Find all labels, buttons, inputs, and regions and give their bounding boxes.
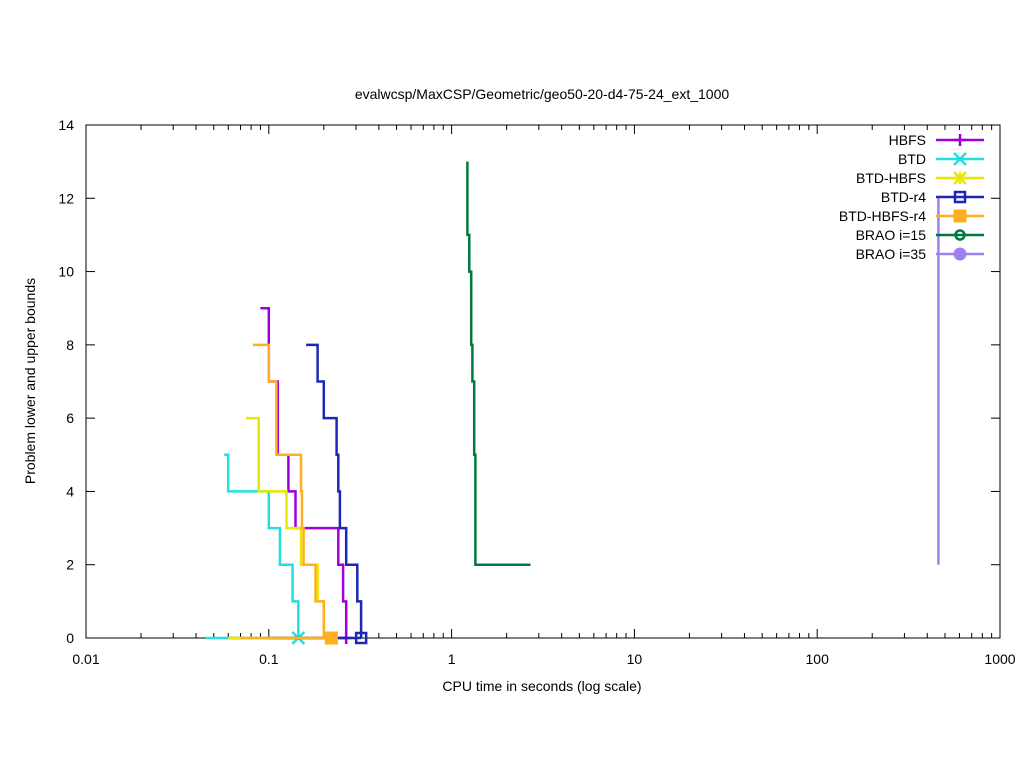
series-upper-btd <box>224 453 300 638</box>
x-tick-label: 100 <box>806 651 830 667</box>
series-upper-btd-r4 <box>306 343 363 638</box>
legend-label-btd-hbfs-r4: BTD-HBFS-r4 <box>839 208 926 224</box>
marker-btd-r4-shape <box>354 631 368 645</box>
x-tick-label: 1000 <box>984 651 1015 667</box>
x-tick-label: 0.1 <box>259 651 279 667</box>
plot-frame <box>85 124 1001 639</box>
y-tick-label: 14 <box>58 117 74 133</box>
marker-btd-hbfs-r4 <box>324 631 338 645</box>
x-axis-label: CPU time in seconds (log scale) <box>442 678 641 694</box>
x-tick-label: 0.01 <box>72 651 99 667</box>
marker-btd-r4 <box>354 631 368 645</box>
legend-marker-brao-i-35 <box>953 247 967 261</box>
legend-marker-brao-i-15-shape <box>954 229 966 241</box>
y-tick-label: 2 <box>66 557 74 573</box>
y-tick-label: 4 <box>66 483 74 499</box>
marker-btd-hbfs-r4-shape <box>324 631 338 645</box>
legend-marker-btd-hbfs-r4 <box>953 209 967 223</box>
series-upper-brao-i-15 <box>466 161 531 566</box>
legend-marker-btd-r4-shape <box>953 190 967 204</box>
legend-label-hbfs: HBFS <box>889 132 926 148</box>
legend-marker-btd-hbfs-stroke <box>953 171 967 185</box>
legend: HBFS BTD BTD-HBFS BTD-r4 BTD-HBFS-r4 BRAO i=1… <box>839 132 984 262</box>
y-tick-label: 8 <box>66 337 74 353</box>
series-upper-hbfs <box>260 306 348 638</box>
legend-marker-btd-r4 <box>953 190 967 204</box>
y-tick-label: 6 <box>66 410 74 426</box>
legend-label-brao-i-15: BRAO i=15 <box>856 227 927 243</box>
legend-label-btd-hbfs: BTD-HBFS <box>856 170 926 186</box>
y-axis-label: Problem lower and upper bounds <box>22 278 38 484</box>
legend-marker-btd-hbfs-r4-shape <box>953 209 967 223</box>
chart-title: evalwcsp/MaxCSP/Geometric/geo50-20-d4-75… <box>355 86 730 102</box>
legend-label-btd-r4: BTD-r4 <box>881 189 926 205</box>
legend-marker-brao-i-35-shape <box>953 247 967 261</box>
legend-marker-brao-i-15 <box>954 229 966 241</box>
x-tick-label: 10 <box>627 651 643 667</box>
legend-marker-btd-stroke <box>953 152 967 166</box>
y-tick-label: 0 <box>66 630 74 646</box>
legend-marker-btd-hbfs <box>953 171 967 185</box>
plot-area: 0 2 4 6 8 10 12 14 0.01 0.1 1 10 100 1000 <box>58 117 1015 667</box>
x-tick-label: 1 <box>448 651 456 667</box>
y-tick-label: 12 <box>58 190 74 206</box>
legend-marker-hbfs <box>954 134 966 146</box>
series-upper-btd-hbfs-r4 <box>253 343 332 640</box>
legend-marker-btd <box>953 152 967 166</box>
legend-label-btd: BTD <box>898 151 926 167</box>
legend-label-brao-i-35: BRAO i=35 <box>856 246 927 262</box>
y-tick-label: 10 <box>58 264 74 280</box>
